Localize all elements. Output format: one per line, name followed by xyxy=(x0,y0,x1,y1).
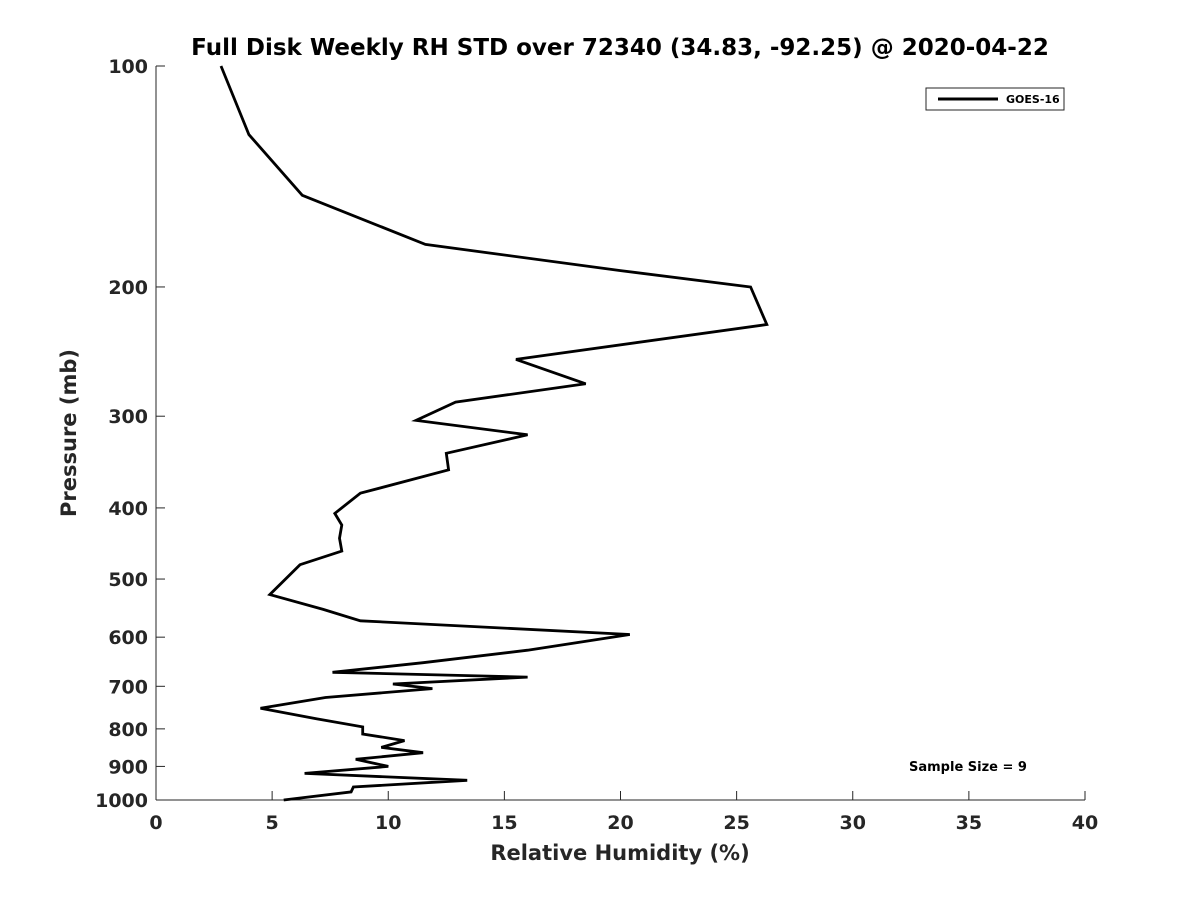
x-tick-label: 40 xyxy=(1072,812,1098,834)
y-tick-label: 300 xyxy=(108,406,148,428)
x-tick-label: 35 xyxy=(956,812,982,834)
series-lines xyxy=(219,65,769,802)
y-tick-label: 800 xyxy=(108,719,148,741)
chart-title: Full Disk Weekly RH STD over 72340 (34.8… xyxy=(191,35,1049,61)
y-tick-label: 400 xyxy=(108,498,148,520)
y-tick-label: 700 xyxy=(108,676,148,698)
y-tick-label: 1000 xyxy=(95,790,148,812)
series-line-goes-16 xyxy=(219,65,769,802)
legend: GOES-16 xyxy=(925,87,1065,111)
x-tick-label: 15 xyxy=(491,812,517,834)
x-tick-label: 25 xyxy=(723,812,749,834)
x-axis-title: Relative Humidity (%) xyxy=(490,841,749,865)
tick-marks: 0 5 10 15 20 25 30 35 40 100 200 300 400 500 600 700 800… xyxy=(95,56,1098,834)
y-tick-label: 600 xyxy=(108,627,148,649)
sample-size-annotation: Sample Size = 9 xyxy=(909,760,1027,775)
x-tick-label: 10 xyxy=(375,812,401,834)
y-tick-label: 200 xyxy=(108,277,148,299)
x-tick-label: 20 xyxy=(607,812,633,834)
y-tick-label: 500 xyxy=(108,569,148,591)
x-tick-label: 5 xyxy=(266,812,279,834)
legend-label-goes-16: GOES-16 xyxy=(1006,93,1060,106)
y-axis-title: Pressure (mb) xyxy=(57,349,81,517)
x-tick-label: 0 xyxy=(149,812,162,834)
y-tick-label: 900 xyxy=(108,756,148,778)
y-tick-label: 100 xyxy=(108,56,148,78)
x-tick-label: 30 xyxy=(840,812,866,834)
